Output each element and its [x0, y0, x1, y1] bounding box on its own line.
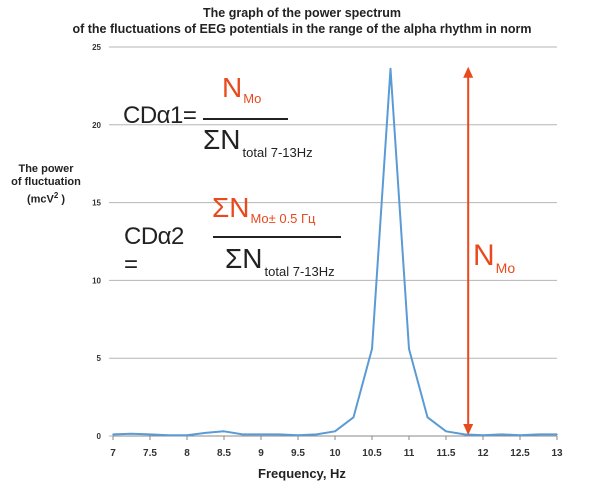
series-point — [223, 430, 225, 433]
series-point — [556, 433, 558, 436]
y-tick-label: 0 — [97, 432, 102, 441]
arrow-label-sub: Mo — [495, 260, 516, 276]
x-tick-label: 7 — [110, 448, 116, 459]
series-point — [463, 433, 466, 436]
y-axis-label-line1: The power — [18, 163, 74, 175]
arrow-head-bottom — [463, 424, 474, 435]
series-point — [112, 433, 114, 436]
x-tick-label: 8 — [184, 448, 190, 459]
series-point — [371, 348, 373, 350]
series-point — [352, 416, 355, 419]
series-point — [482, 434, 484, 437]
arrow-label-main: N — [473, 239, 495, 272]
x-tick-label: 12 — [477, 448, 489, 459]
y-axis-label-line2: of fluctuation — [11, 176, 81, 188]
series-point — [204, 432, 207, 434]
x-tick-label: 9.5 — [291, 448, 305, 459]
x-tick-label: 8.5 — [217, 448, 231, 459]
formula1-num-sub: Mo — [243, 91, 262, 106]
chart-title-line2: of the fluctuations of EEG potentials in… — [72, 22, 532, 36]
series-point — [426, 416, 429, 419]
series-point — [149, 433, 151, 436]
formula1-lhs: CDα1= — [123, 102, 197, 129]
y-tick-label: 5 — [97, 354, 102, 363]
x-tick-label: 7.5 — [143, 448, 157, 459]
formula1-den-sub: total 7-13Hz — [242, 145, 313, 160]
series-point — [260, 433, 262, 436]
y-tick-label: 25 — [92, 43, 101, 52]
x-tick-label: 10 — [329, 448, 341, 459]
y-axis-unit-prefix: (mcV — [26, 193, 54, 206]
x-tick-label: 12.5 — [510, 448, 530, 459]
formula2-num-sub: Mo± 0.5 Гц — [250, 211, 316, 226]
series-point — [408, 348, 410, 350]
y-axis-unit-sup: 2 — [53, 191, 59, 200]
x-tick-label: 9 — [258, 448, 264, 459]
series-point — [537, 433, 540, 436]
formula1-numerator: NMo — [222, 72, 261, 106]
y-tick-label: 10 — [92, 276, 101, 285]
x-tick-label: 10.5 — [362, 448, 382, 459]
formula2-den-main: ΣN — [225, 243, 263, 274]
formula1-num-main: N — [222, 72, 243, 103]
formula2-denominator: ΣN total 7-13Hz — [225, 243, 335, 279]
formula2-lhs: CDα2 = — [124, 223, 184, 278]
series-point — [500, 433, 503, 436]
series-point — [315, 433, 318, 436]
series-point — [130, 432, 133, 435]
formula2-fraction-bar — [213, 236, 341, 238]
series-point — [445, 430, 447, 433]
formula2-den-sub: total 7-13Hz — [264, 264, 335, 279]
series-point — [278, 433, 281, 436]
series-point — [519, 434, 521, 437]
y-axis-label: The power of fluctuation (mcV2 ) — [2, 163, 90, 207]
series-point — [186, 434, 188, 437]
series-point — [297, 434, 299, 437]
x-axis-label: Frequency, Hz — [258, 466, 346, 481]
formula1-fraction-bar — [203, 118, 288, 120]
y-tick-label: 15 — [92, 199, 101, 208]
formula2-num-main: ΣN — [212, 192, 250, 223]
formula1-den-main: ΣN — [203, 124, 241, 155]
y-axis-unit-suffix: ) — [58, 193, 66, 206]
x-tick-label: 11 — [404, 448, 415, 459]
y-axis-label-unit: (mcV2 ) — [2, 189, 90, 207]
y-tick-label: 20 — [92, 121, 101, 130]
x-tick-label: 11.5 — [437, 448, 456, 459]
series-point — [241, 433, 244, 436]
formula2-numerator: ΣNMo± 0.5 Гц — [212, 192, 316, 226]
chart-title-line1: The graph of the power spectrum — [203, 6, 401, 20]
series-point — [389, 67, 392, 70]
series-point — [167, 434, 170, 437]
x-tick-label: 13 — [551, 448, 563, 459]
series-point — [334, 430, 336, 433]
arrow-head-top — [463, 66, 474, 78]
formula1-denominator: ΣN total 7-13Hz — [203, 124, 313, 160]
arrow-label-nmo: NMo — [473, 239, 515, 276]
